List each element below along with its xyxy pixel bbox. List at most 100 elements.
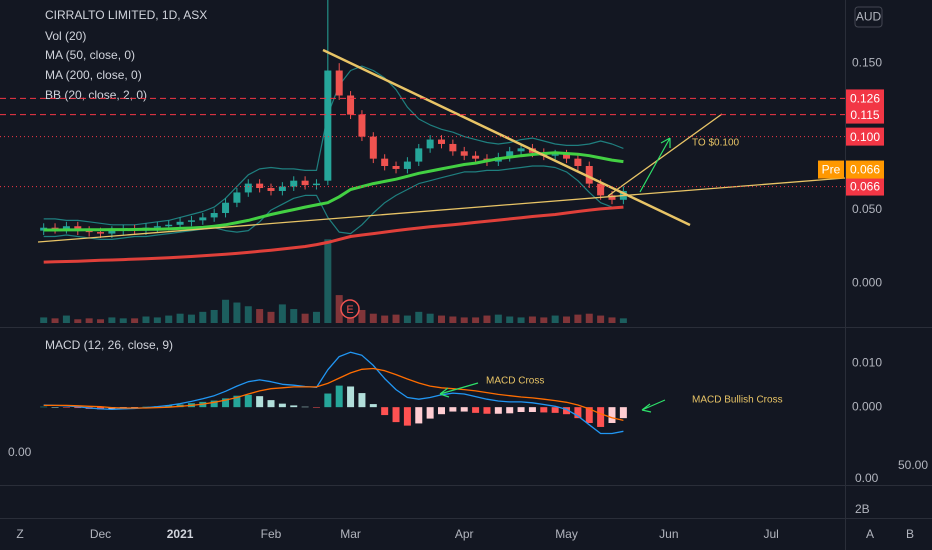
x-tick-label: Dec [90, 527, 111, 541]
bullish-cross-arrow [641, 399, 666, 413]
legend-entry[interactable]: Vol (20) [45, 29, 86, 43]
histogram-bar [290, 405, 298, 408]
volume-bar [312, 311, 320, 323]
trendlines [37, 48, 846, 413]
currency-box[interactable] [854, 6, 883, 28]
candle-body [506, 151, 514, 158]
histogram-bar [438, 407, 445, 415]
y-tick-label: 0.010 [852, 355, 882, 369]
candle-body [97, 232, 105, 234]
histogram-bar [358, 393, 366, 408]
earnings-marker[interactable] [340, 299, 360, 319]
histogram-bar [369, 404, 377, 408]
candle-body [85, 230, 93, 233]
volume-bar [597, 315, 605, 323]
volume-bar [222, 299, 230, 323]
volume-bar [619, 318, 627, 323]
premarket-tag: Pre [822, 163, 841, 177]
legend-entry[interactable]: MA (50, close, 0) [45, 48, 135, 62]
candle-body [358, 114, 366, 137]
candle-body [290, 180, 298, 187]
macd-title[interactable]: MACD (12, 26, close, 9) [45, 338, 173, 352]
volume-bar [165, 315, 173, 323]
candle-body [233, 192, 241, 203]
volume-bar [74, 319, 82, 323]
volume-bar [449, 316, 457, 323]
candle-body [415, 148, 423, 162]
candle-body [165, 224, 173, 227]
histogram-bar [392, 407, 400, 423]
histogram-bar [608, 407, 616, 423]
x-tick-label: Apr [455, 527, 474, 541]
histogram-bar [506, 407, 514, 414]
histogram-bar [449, 407, 457, 412]
x-tick-label: Jul [763, 527, 778, 541]
candle-body [460, 151, 468, 156]
candle-body [176, 221, 184, 225]
legend-entry[interactable]: MA (200, close, 0) [45, 68, 142, 82]
currency[interactable]: AUD [856, 10, 882, 24]
candle-body [551, 154, 559, 156]
volume-bar [40, 317, 48, 323]
histogram-bar [278, 403, 286, 408]
histogram-bar [210, 400, 218, 408]
volume-bar [460, 317, 468, 323]
bottom-button[interactable]: Z [16, 527, 23, 541]
histogram-bar [165, 405, 173, 408]
bottom-button[interactable]: B [906, 527, 914, 541]
candle-body [210, 213, 218, 218]
bottom-button[interactable]: A [866, 527, 874, 541]
candle-body [574, 158, 582, 166]
candle-body [381, 158, 389, 166]
chart-title: CIRRALTO LIMITED, 1D, ASX [45, 8, 207, 22]
volume-bar [426, 313, 434, 323]
candle-body [403, 161, 411, 169]
candle-body [62, 226, 70, 230]
candle-body [222, 202, 230, 214]
histogram-bar [528, 407, 536, 412]
candle-body [153, 226, 161, 228]
candle-body [40, 227, 48, 231]
volume-bar [494, 314, 502, 323]
bollinger-upper [43, 65, 624, 226]
candle-body [597, 183, 605, 196]
volume-bar [574, 314, 582, 323]
histogram-bar [324, 393, 332, 408]
candle-body [267, 188, 275, 191]
moving-average [43, 205, 624, 264]
moving-average [43, 151, 624, 232]
volume-bar [290, 309, 298, 323]
resistance-trendline [322, 48, 691, 227]
x-tick-label: Mar [340, 527, 361, 541]
volume-bar [438, 315, 445, 323]
histogram-bar [415, 407, 423, 424]
volume-bar [153, 317, 161, 323]
x-tick-label: Feb [261, 527, 282, 541]
candle-body [335, 70, 343, 96]
scale-label: 0.00 [8, 445, 32, 459]
volume-bar [472, 317, 480, 323]
price-label-box [846, 127, 884, 146]
volume-bar [369, 313, 377, 323]
volume-bar [108, 317, 116, 323]
volume-bar [506, 316, 514, 323]
histogram-bar [426, 407, 434, 419]
volume-bar [324, 239, 332, 323]
histogram-bar [74, 407, 82, 409]
histogram-bar [597, 407, 605, 427]
histogram-bar [267, 400, 275, 408]
candle-body [324, 70, 332, 181]
candle-body [347, 95, 355, 115]
price-label: 0.115 [850, 108, 879, 122]
volume-bar [585, 313, 593, 323]
histogram-bar [233, 395, 241, 408]
earnings-label[interactable]: E [346, 304, 353, 316]
volume-bar [551, 315, 559, 323]
premarket-label-box [846, 160, 884, 179]
legend-entry[interactable]: BB (20, close, 2, 0) [45, 88, 147, 102]
histogram-bar [551, 407, 559, 413]
histogram-bar [256, 396, 264, 408]
premarket-label: 0.066 [850, 163, 880, 177]
